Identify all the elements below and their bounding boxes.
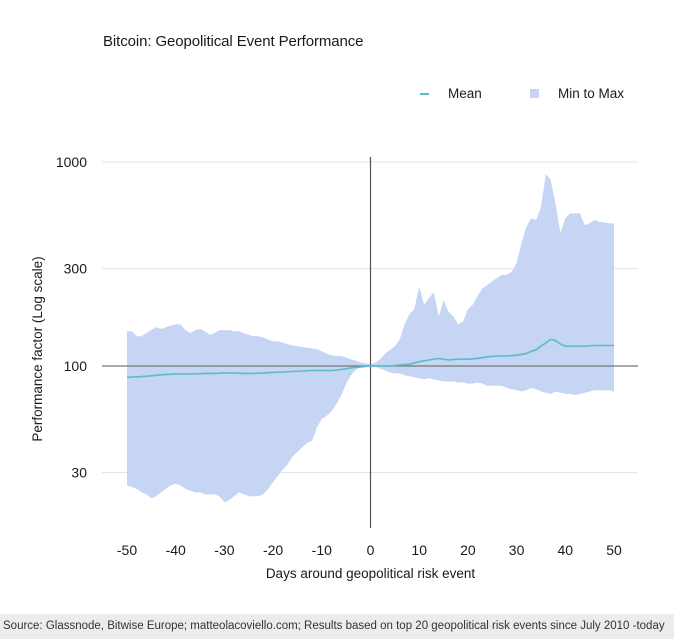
x-tick-label--40: -40 (166, 542, 186, 558)
x-tick-label-10: 10 (411, 542, 427, 558)
x-tick-label--50: -50 (117, 542, 137, 558)
x-tick-label-30: 30 (509, 542, 525, 558)
y-tick-label-300: 300 (64, 261, 88, 277)
x-tick-label--20: -20 (263, 542, 283, 558)
x-tick-label--10: -10 (312, 542, 332, 558)
series-mean-line (126, 338, 614, 379)
y-tick-label-1000: 1000 (56, 154, 87, 170)
legend-label-mean: Mean (448, 86, 482, 101)
x-tick-label-40: 40 (558, 542, 574, 558)
y-tick-label-30: 30 (71, 465, 87, 481)
x-axis-label: Days around geopolitical risk event (266, 566, 476, 581)
chart-title: Bitcoin: Geopolitical Event Performance (103, 33, 364, 50)
y-axis-label: Performance factor (Log scale) (30, 256, 45, 441)
y-tick-label-100: 100 (64, 358, 88, 374)
source-note: Source: Glassnode, Bitwise Europe; matte… (0, 614, 674, 639)
line-swatch-icon (420, 93, 429, 95)
x-tick-label-20: 20 (460, 542, 476, 558)
series-min-to-max-band (127, 174, 614, 503)
square-swatch-icon (530, 89, 539, 98)
x-tick-label-50: 50 (606, 542, 622, 558)
legend-label-min-max: Min to Max (558, 86, 625, 101)
x-tick-label--30: -30 (214, 542, 234, 558)
chart-plot: 30 100 300 1000 -50 -40 -30 -20 -10 0 10 20 30 40 50 Da… (30, 154, 638, 581)
x-tick-label-0: 0 (367, 542, 375, 558)
